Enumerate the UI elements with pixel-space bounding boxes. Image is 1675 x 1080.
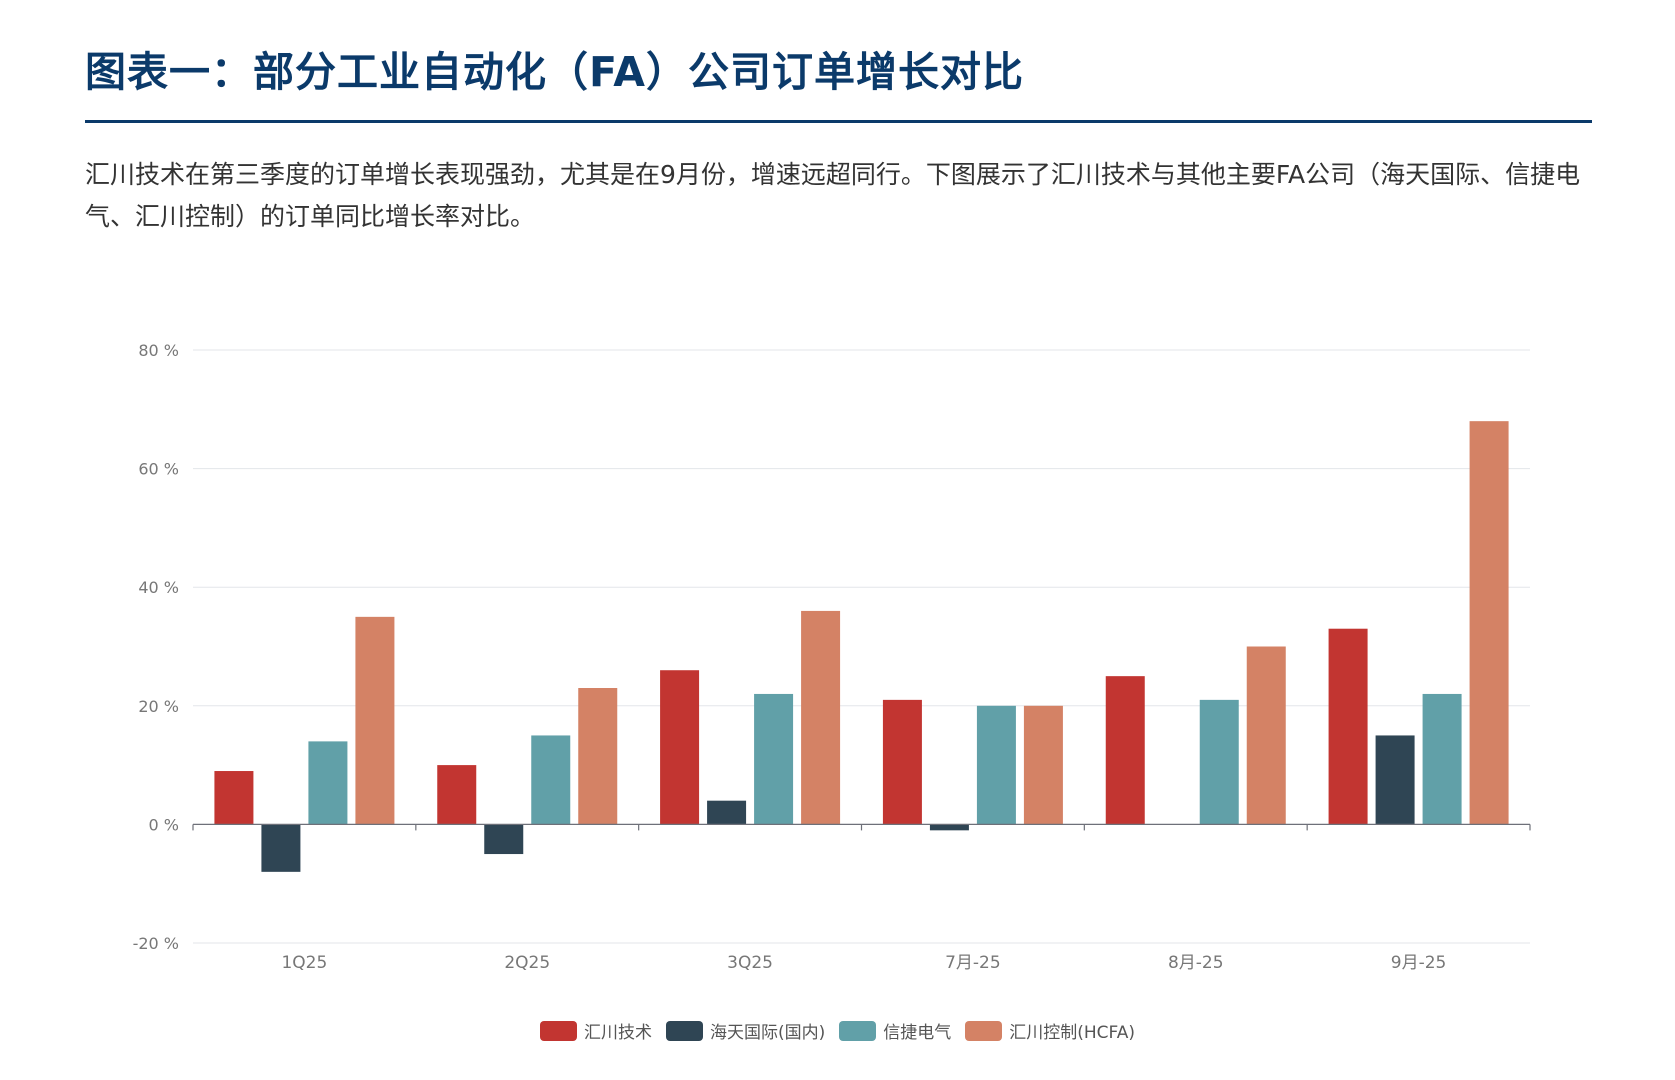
x-tick-label: 9月-25 [1391, 953, 1447, 973]
legend-item[interactable]: 汇川技术 [539, 1018, 652, 1043]
legend-swatch [539, 1020, 577, 1041]
chart-description: 汇川技术在第三季度的订单增长表现强劲，尤其是在9月份，增速远超同行。下图展示了汇… [85, 160, 1581, 231]
bar [531, 735, 571, 825]
y-tick-label: -20 % [133, 934, 179, 953]
legend-swatch [665, 1020, 703, 1041]
bar [1375, 735, 1415, 825]
bar [1199, 699, 1239, 825]
bar [308, 741, 348, 825]
bar [355, 616, 395, 825]
x-tick-label: 2Q25 [504, 953, 550, 973]
page-title: 图表一：部分工业自动化（FA）公司订单增长对比 [85, 48, 1025, 96]
bar [882, 699, 922, 825]
bar [660, 670, 700, 825]
bar [1023, 705, 1063, 825]
legend-swatch [965, 1020, 1003, 1041]
legend-label: 信捷电气 [883, 1023, 952, 1043]
y-tick-label: 40 % [138, 578, 179, 597]
bar-chart: -20 % 0 % 20 % 40 % 60 % 80 % 1Q25 2Q25 3Q25 7月-2… [133, 341, 1531, 973]
x-tick-label: 7月-25 [945, 953, 1001, 973]
legend-item[interactable]: 汇川控制(HCFA) [965, 1018, 1135, 1043]
x-tick-label: 1Q25 [281, 953, 327, 973]
bar [437, 765, 477, 825]
title-divider [85, 120, 1592, 123]
chart-legend: 汇川技术 海天国际(国内) 信捷电气 汇川控制(HCFA) [0, 1018, 1675, 1043]
bar [976, 705, 1016, 825]
bar [801, 610, 841, 825]
y-tick-label: 0 % [149, 815, 179, 834]
x-tick-label: 3Q25 [727, 953, 773, 973]
y-tick-label: 20 % [138, 697, 179, 716]
legend-label: 海天国际(国内) [709, 1023, 826, 1043]
legend-label: 汇川技术 [583, 1023, 652, 1043]
y-tick-label: 60 % [138, 460, 179, 479]
legend-label: 汇川控制(HCFA) [1009, 1023, 1136, 1043]
bar [929, 824, 969, 831]
bar [1246, 646, 1286, 825]
legend-item[interactable]: 信捷电气 [839, 1018, 951, 1043]
bar [1328, 628, 1368, 825]
bar [578, 688, 618, 825]
bar [1422, 693, 1462, 825]
bar [261, 824, 301, 872]
bar [754, 693, 794, 825]
x-tick-label: 8月-25 [1168, 953, 1224, 973]
y-tick-label: 80 % [138, 341, 179, 360]
bar [707, 800, 747, 825]
bar [484, 824, 524, 855]
bar [1105, 676, 1145, 825]
bar [1469, 421, 1509, 825]
bar [214, 771, 254, 825]
legend-swatch [839, 1020, 877, 1041]
legend-item[interactable]: 海天国际(国内) [665, 1018, 826, 1043]
